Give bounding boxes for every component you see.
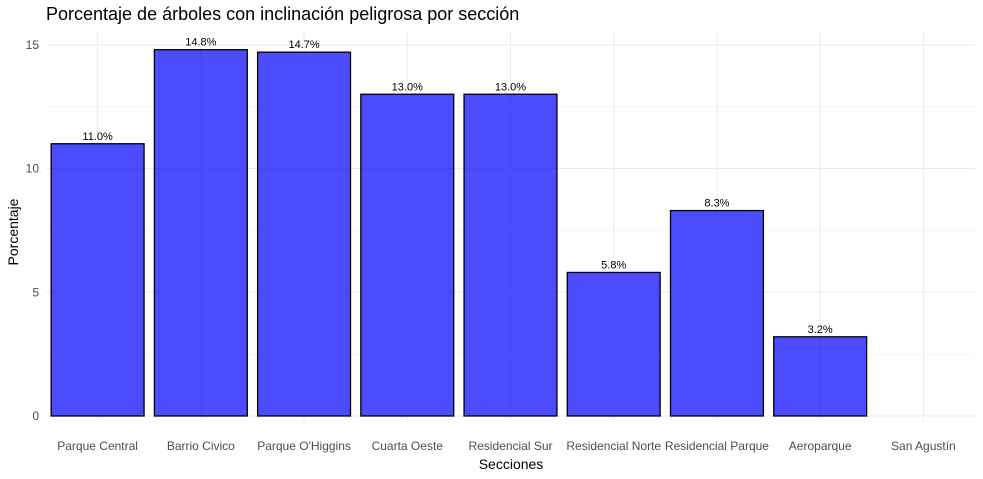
bar bbox=[50, 143, 145, 417]
x-axis-title: Secciones bbox=[479, 456, 544, 472]
bar-value-label: 14.7% bbox=[288, 39, 319, 51]
bar bbox=[360, 93, 455, 417]
x-tick-label: Residencial Parque bbox=[665, 439, 769, 453]
bars-layer bbox=[50, 49, 868, 417]
x-tick-label: Cuarta Oeste bbox=[372, 439, 444, 453]
x-tick-label: Aeroparque bbox=[789, 439, 852, 453]
bar bbox=[153, 49, 248, 417]
bar bbox=[669, 209, 765, 417]
bar bbox=[256, 51, 352, 417]
chart-title: Porcentaje de árboles con inclinación pe… bbox=[46, 4, 519, 24]
bar-value-label: 5.8% bbox=[601, 259, 626, 271]
x-tick-label: Parque Central bbox=[57, 439, 138, 453]
bar bbox=[463, 93, 558, 417]
y-tick-label: 10 bbox=[26, 162, 40, 176]
x-tick-label: San Agustín bbox=[891, 439, 956, 453]
y-tick-label: 5 bbox=[32, 285, 39, 299]
x-tick-label: Residencial Sur bbox=[468, 439, 552, 453]
y-axis-title: Porcentaje bbox=[5, 198, 21, 265]
bar-value-label: 3.2% bbox=[808, 324, 833, 336]
data-labels-layer: 11.0% 14.8% 14.7% 13.0% 13.0% 5.8% 8.3% 3.2% bbox=[82, 37, 832, 336]
y-tick-label: 15 bbox=[26, 38, 40, 52]
bar bbox=[566, 271, 661, 417]
bar-value-label: 14.8% bbox=[185, 37, 216, 49]
bar-value-label: 13.0% bbox=[495, 81, 526, 93]
x-tick-label: Parque O'Higgins bbox=[257, 439, 351, 453]
x-axis-ticks: Parque Central Barrio Civico Parque O'Higg… bbox=[57, 439, 955, 453]
bar-value-label: 11.0% bbox=[82, 131, 113, 143]
bar-value-label: 13.0% bbox=[392, 81, 423, 93]
bar bbox=[773, 336, 868, 417]
y-tick-label: 0 bbox=[32, 409, 39, 423]
x-tick-label: Residencial Norte bbox=[566, 439, 661, 453]
x-tick-label: Barrio Civico bbox=[167, 439, 235, 453]
y-axis-ticks: 0 5 10 15 bbox=[26, 38, 40, 423]
bar-value-label: 8.3% bbox=[704, 198, 729, 210]
